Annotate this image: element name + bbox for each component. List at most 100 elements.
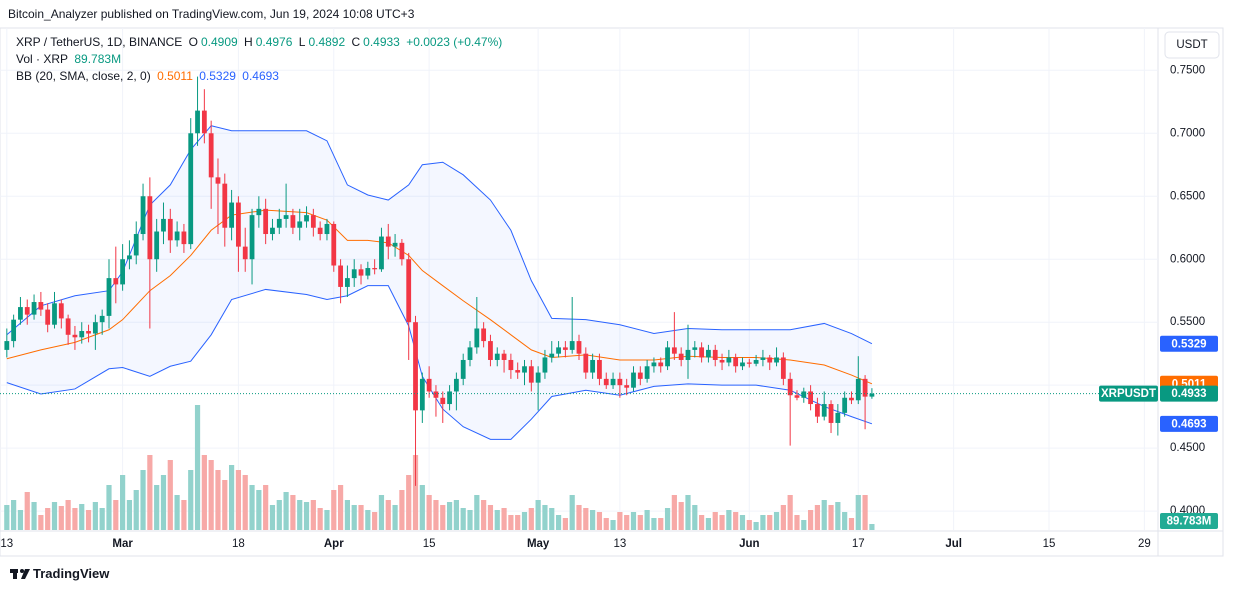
volume-tag: 89.783M [1160, 513, 1218, 529]
volume-bar [705, 518, 712, 530]
candle-body [58, 303, 64, 319]
candle-body [324, 223, 330, 235]
legend-symbol-row: XRP / TetherUS, 1D, BINANCE O 0.4909 H 0.4… [16, 34, 505, 51]
candle-body [447, 391, 452, 405]
candle-body [133, 234, 139, 256]
x-tick-label: May [527, 538, 550, 550]
volume-bar [31, 502, 37, 530]
candle-body [767, 357, 773, 363]
candle-body [651, 362, 657, 367]
candle-body [79, 331, 85, 338]
publisher-line: Bitcoin_Analyzer published on TradingVie… [8, 7, 415, 21]
candle-body [706, 349, 711, 358]
volume-bar [201, 455, 207, 530]
candle-body [419, 378, 425, 411]
volume-bar [835, 502, 841, 530]
y-tick-label: 0.6000 [1170, 253, 1205, 265]
candle-body [317, 227, 323, 235]
volume-bar [419, 485, 425, 530]
candle-body [351, 269, 357, 279]
y-tick-label: 0.6500 [1170, 190, 1205, 202]
candle-body [658, 362, 664, 367]
candle-body [576, 341, 582, 354]
volume-bar [453, 500, 459, 530]
candle-body [11, 319, 17, 342]
candle-body [385, 236, 391, 247]
candle-body [242, 246, 248, 260]
volume-bar [297, 500, 303, 530]
candle-body [201, 110, 207, 134]
legend-volume-row: Vol · XRP 89.783M [16, 51, 505, 68]
volume-bar [481, 500, 487, 530]
volume-bar [406, 475, 412, 530]
volume-bar [651, 518, 657, 530]
ticker-tag-bg [1099, 385, 1158, 402]
volume-bar [17, 510, 24, 530]
volume-bar [549, 508, 555, 530]
volume-bar [535, 500, 541, 530]
candle-body [528, 366, 534, 383]
volume-bar [92, 502, 98, 530]
candle-body [188, 133, 194, 245]
candle-body [569, 341, 575, 350]
volume-bar [760, 515, 766, 530]
ohlc-key: L [298, 35, 306, 49]
ohlc-key: H [244, 35, 253, 49]
volume-bars [4, 405, 875, 530]
volume-bar [256, 490, 262, 530]
legend: XRP / TetherUS, 1D, BINANCE O 0.4909 H 0.4… [16, 34, 505, 85]
x-tick-label: Apr [324, 538, 344, 550]
volume-bar [249, 485, 255, 530]
volume-bar [739, 515, 746, 530]
volume-bar [487, 505, 494, 530]
candle-body [522, 366, 527, 373]
volume-bar [337, 485, 344, 530]
volume-bar [542, 505, 548, 530]
candle-body [562, 347, 568, 350]
volume-bar [699, 515, 705, 530]
candle-body [331, 223, 337, 266]
candle-body [38, 302, 44, 310]
volume-bar [147, 455, 153, 530]
candle-body [345, 278, 350, 287]
candle-body [794, 395, 800, 398]
x-tick-label: 13 [0, 538, 13, 550]
ohlc-key: O [188, 35, 198, 49]
volume-bar [426, 495, 432, 530]
volume-bar [385, 500, 391, 530]
volume-bar [828, 505, 834, 530]
currency-box[interactable] [1164, 31, 1220, 59]
candle-body [610, 378, 616, 386]
x-tick-label: Jun [739, 538, 759, 550]
volume-bar [45, 508, 51, 530]
candle-body [828, 404, 834, 423]
upper-tag: 0.5329 [1160, 335, 1218, 352]
candle-body [304, 215, 309, 222]
candle-body [726, 357, 732, 363]
candle-body [542, 357, 548, 373]
volume-bar [658, 518, 664, 530]
price-tag-text: 0.4933 [1171, 388, 1206, 400]
candle-body [692, 347, 698, 350]
volume-bar [692, 505, 698, 530]
volume-bar [603, 518, 609, 530]
candle-body [283, 215, 289, 219]
volume-name: Vol · XRP [16, 52, 69, 66]
volume-bar [521, 512, 528, 530]
candle-body [24, 307, 30, 315]
candle-body [290, 215, 296, 228]
volume-bar [508, 515, 514, 530]
volume-bar [576, 505, 582, 530]
ticker-tag: XRPUSDT [1099, 385, 1158, 402]
candle-body [842, 397, 848, 413]
candle-body [358, 269, 364, 276]
candle-body [106, 278, 112, 316]
volume-bar [120, 475, 126, 530]
candle-body [835, 412, 841, 423]
volume-bar [467, 510, 473, 530]
brand: TradingView [33, 566, 110, 581]
candle-body [338, 265, 343, 287]
volume-tag-text: 89.783M [1167, 516, 1212, 528]
volume-bar [188, 470, 194, 530]
candle-body [753, 359, 759, 364]
